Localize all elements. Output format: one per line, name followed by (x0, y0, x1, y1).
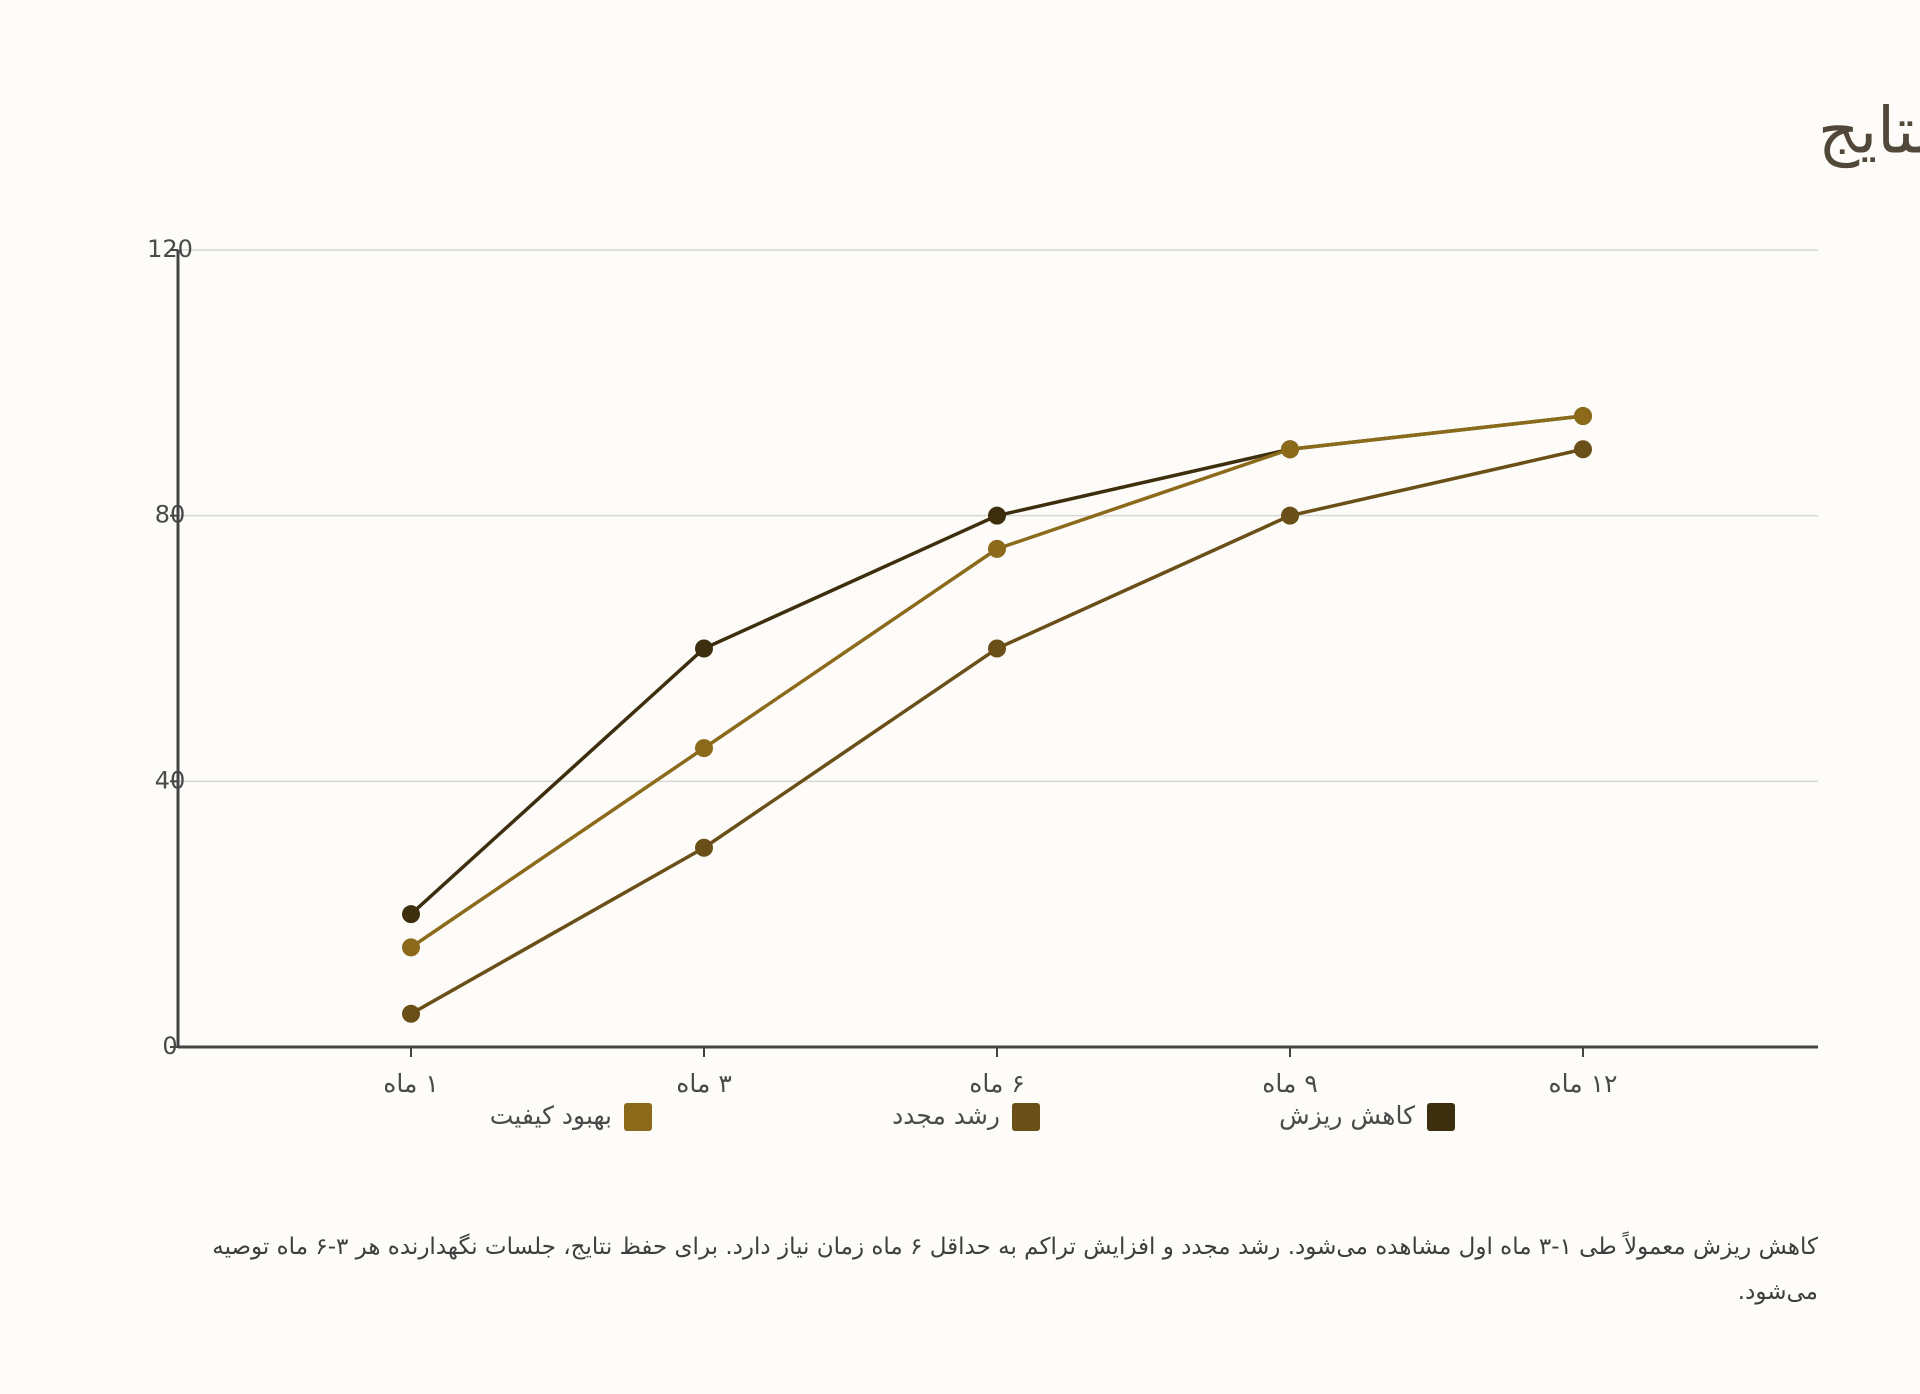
point (402, 905, 420, 924)
legend-label: رشد مجدد (892, 1101, 1000, 1130)
chart-title: زمان‌بندی و ماندگاری نتایج (1818, 95, 1920, 169)
point (1574, 440, 1592, 459)
point (402, 938, 420, 957)
y-tick-label: 40 (155, 766, 186, 794)
legend-label: کاهش ریزش (1279, 1101, 1415, 1130)
series-line (410, 414, 1584, 949)
legend-swatch (1427, 1103, 1455, 1131)
chart: زمان‌بندی و ماندگاری نتایج 0 40 80 120 ۱ ماه… (147, 95, 1920, 1131)
point (695, 739, 713, 758)
x-tick-label: ۶ ماه (969, 1069, 1025, 1098)
legend-swatch (624, 1103, 652, 1131)
x-tick-label: ۱۲ ماه (1549, 1069, 1618, 1098)
point (988, 639, 1006, 658)
point (695, 639, 713, 658)
point (695, 838, 713, 857)
x-tick-label: ۳ ماه (676, 1069, 732, 1098)
point (402, 1004, 420, 1023)
caption: کاهش ریزش معمولاً طی ۱-۳ ماه اول مشاهده … (212, 1234, 1818, 1305)
x-tick-label: ۹ ماه (1262, 1069, 1318, 1098)
point (1281, 440, 1299, 459)
legend-label: بهبود کیفیت (490, 1101, 612, 1131)
point (988, 506, 1006, 525)
point (1574, 407, 1592, 426)
x-tick-label: ۱ ماه (383, 1069, 439, 1098)
legend-swatch (1012, 1103, 1040, 1131)
point (1281, 506, 1299, 525)
y-tick-label: 120 (147, 235, 193, 263)
point (988, 539, 1006, 558)
y-tick-label: 80 (155, 501, 186, 529)
y-tick-label: 0 (162, 1032, 177, 1060)
series-line (410, 447, 1584, 1016)
